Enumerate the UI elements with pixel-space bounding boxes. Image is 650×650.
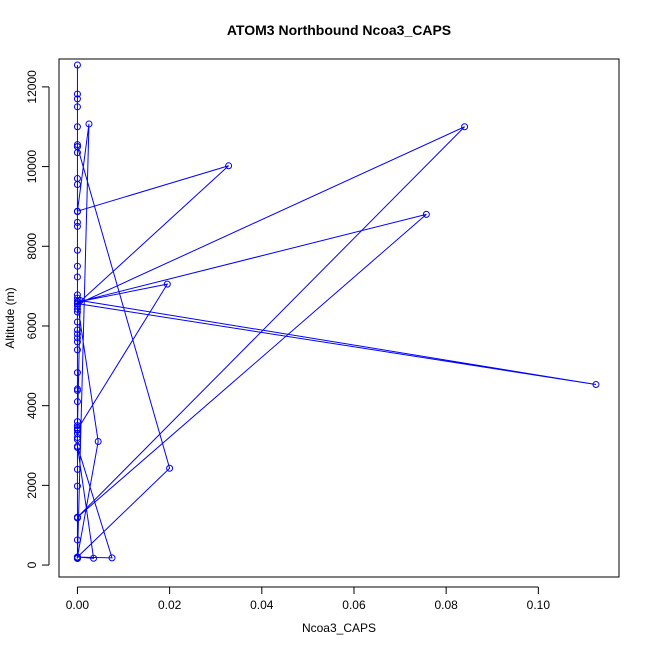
x-tick-label: 0.10 (527, 598, 551, 612)
x-tick-label: 0.06 (342, 598, 366, 612)
x-tick-label: 0.02 (158, 598, 182, 612)
data-point (73, 482, 81, 490)
data-point (85, 120, 93, 128)
data-point (73, 536, 81, 544)
data-point (73, 103, 81, 111)
data-point (73, 553, 81, 561)
y-tick-label: 8000 (25, 233, 39, 260)
data-point (90, 554, 98, 562)
data-point (73, 300, 81, 308)
data-point (73, 246, 81, 254)
x-tick-label: 0.08 (434, 598, 458, 612)
data-point (73, 436, 81, 444)
data-point (592, 381, 600, 389)
data-point (73, 513, 81, 521)
data-point (73, 308, 81, 316)
data-point (461, 123, 469, 131)
data-point (73, 273, 81, 281)
data-point (73, 369, 81, 377)
data-point (73, 387, 81, 395)
data-point (73, 422, 81, 430)
data-point (73, 218, 81, 226)
data-point (73, 326, 81, 334)
y-tick-label: 10000 (25, 150, 39, 184)
series-line (76, 64, 597, 559)
data-point (73, 61, 81, 69)
data-point (422, 210, 430, 218)
data-point (73, 318, 81, 326)
chart-title: ATOM3 Northbound Ncoa3_CAPS (227, 22, 451, 38)
y-axis-label: Altitude (m) (3, 287, 17, 348)
y-tick-label: 6000 (25, 312, 39, 339)
data-point (73, 207, 81, 215)
data-point (73, 398, 81, 406)
data-series (73, 61, 600, 562)
x-tick-label: 0.04 (250, 598, 274, 612)
data-point (73, 465, 81, 473)
y-tick-label: 2000 (25, 472, 39, 499)
data-point (73, 141, 81, 149)
data-point (73, 330, 81, 338)
data-point (73, 426, 81, 434)
x-axis-label: Ncoa3_CAPS (302, 621, 376, 635)
data-point (73, 334, 81, 342)
data-point (73, 262, 81, 270)
data-point (225, 162, 233, 170)
data-point (73, 442, 81, 450)
data-point (73, 95, 81, 103)
data-point (73, 90, 81, 98)
y-tick-label: 12000 (25, 70, 39, 104)
data-point (108, 554, 116, 562)
data-point (73, 338, 81, 346)
x-tick-label: 0.00 (66, 598, 90, 612)
x-axis: 0.00 0.02 0.04 0.06 0.08 0.10 (66, 586, 551, 612)
data-point (73, 222, 81, 230)
y-axis: 0 2000 4000 6000 8000 10000 12000 (25, 70, 50, 568)
data-point (73, 346, 81, 354)
data-point (163, 280, 171, 288)
data-point (73, 181, 81, 189)
data-point (73, 143, 81, 151)
data-point (166, 464, 174, 472)
data-point (73, 434, 81, 442)
plot-area-frame (58, 58, 620, 578)
data-point (94, 438, 102, 446)
y-tick-label: 0 (25, 561, 39, 568)
y-tick-label: 4000 (25, 392, 39, 419)
data-point (73, 123, 81, 131)
